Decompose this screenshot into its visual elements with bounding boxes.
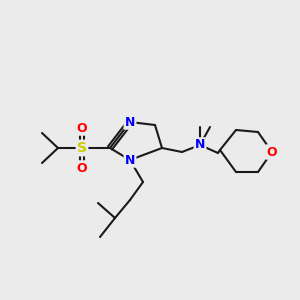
Text: O: O (77, 122, 87, 134)
Text: O: O (267, 146, 277, 158)
Text: N: N (195, 139, 205, 152)
Text: O: O (77, 161, 87, 175)
Text: S: S (77, 141, 87, 155)
Text: N: N (125, 116, 135, 128)
Text: N: N (125, 154, 135, 166)
